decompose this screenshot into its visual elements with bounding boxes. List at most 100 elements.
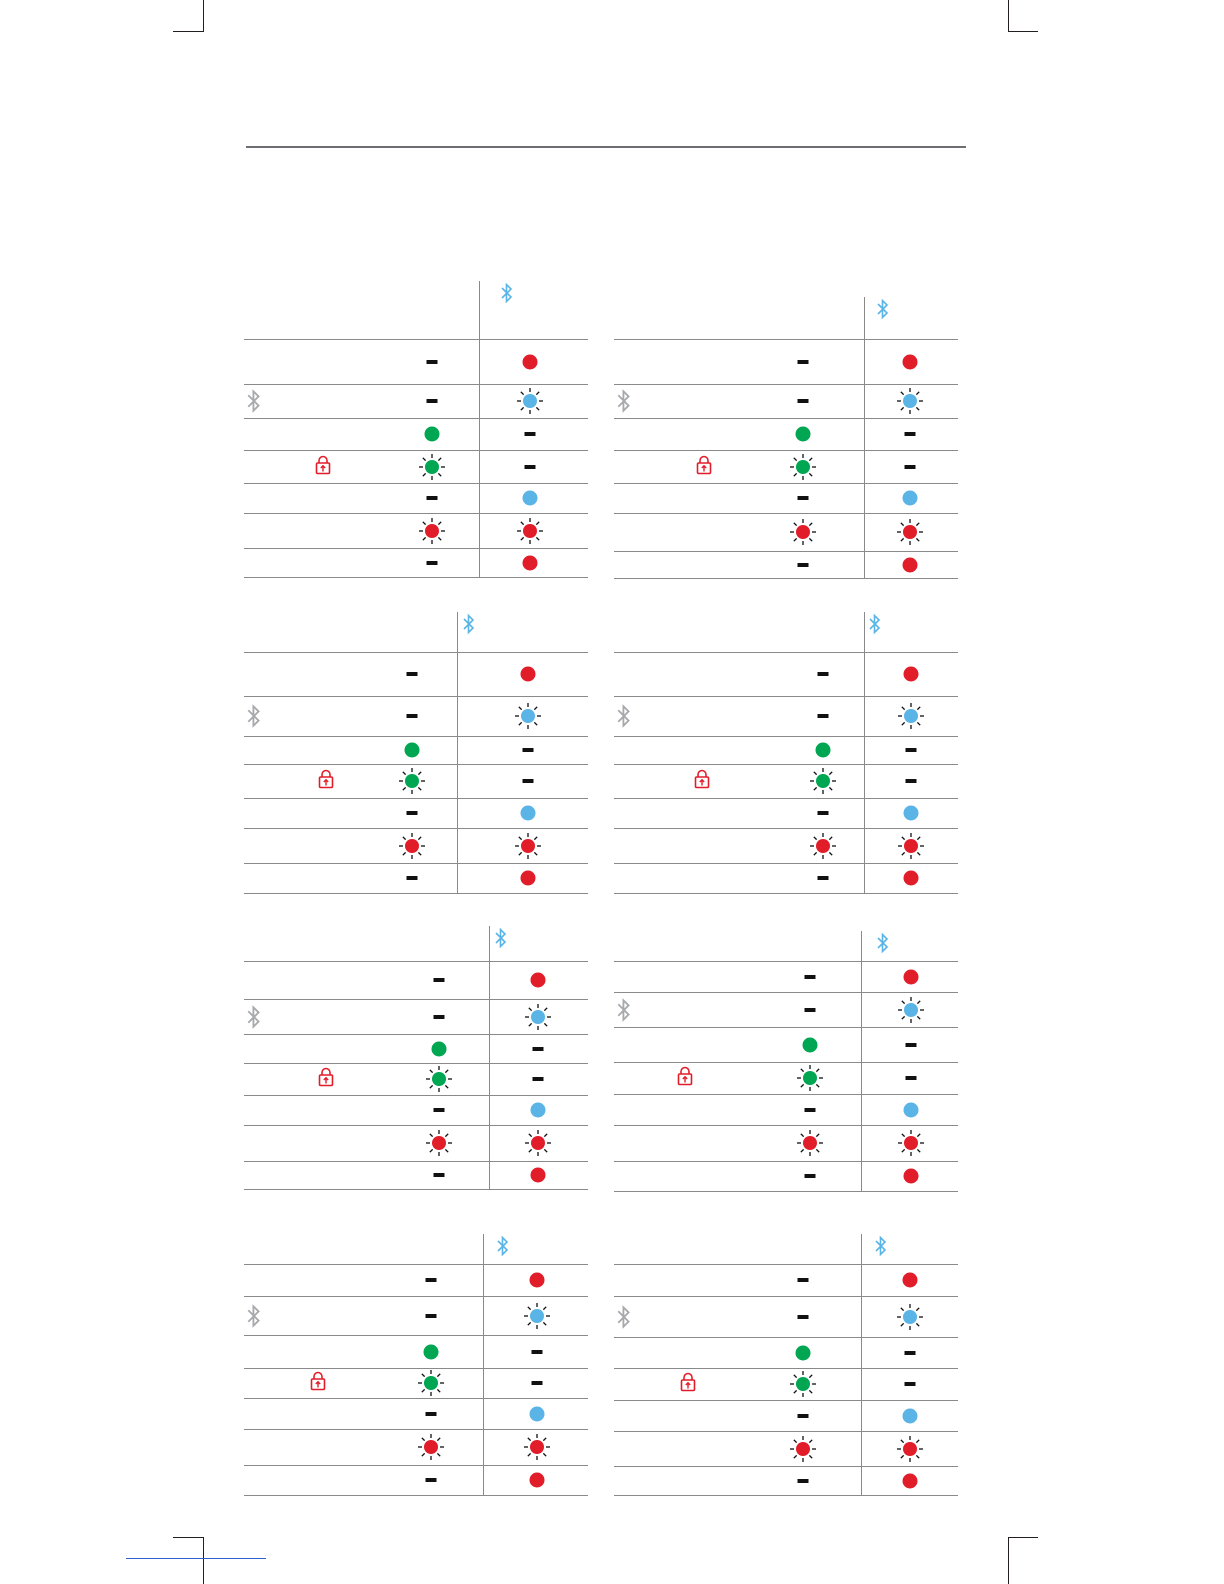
off-dash [797, 496, 809, 500]
bluetooth-icon [616, 703, 632, 729]
off-dash [797, 1278, 809, 1282]
off-dash [797, 1478, 809, 1483]
crop-mark [1008, 0, 1009, 31]
row-divider [614, 1466, 958, 1467]
red-steady-light-icon [529, 1272, 545, 1288]
green-flashing-light-icon [809, 767, 837, 795]
bluetooth-icon [874, 1235, 888, 1257]
off-dash [406, 876, 418, 880]
status-table [614, 0, 958, 1584]
lock-icon [693, 769, 711, 789]
row-divider [614, 483, 958, 484]
off-dash [406, 811, 418, 815]
off-dash [904, 1350, 916, 1355]
off-dash [804, 1174, 816, 1178]
blue-flashing-light-icon [896, 387, 924, 415]
row-divider [614, 1191, 958, 1192]
green-flashing-light-icon [789, 453, 817, 481]
red-flashing-light-icon [523, 1433, 551, 1461]
green-steady-light-icon [802, 1037, 818, 1052]
row-divider [244, 1335, 588, 1336]
row-divider [614, 798, 958, 799]
off-dash [904, 1382, 916, 1386]
row-divider [614, 652, 958, 653]
row-divider [244, 1189, 588, 1190]
row-divider [244, 1465, 588, 1466]
red-steady-light-icon [522, 354, 538, 369]
green-steady-light-icon [795, 426, 811, 442]
row-divider [244, 652, 588, 653]
red-flashing-light-icon [418, 517, 446, 545]
green-steady-light-icon [431, 1041, 447, 1056]
off-dash [804, 1007, 816, 1012]
blue-steady-light-icon [522, 490, 538, 506]
red-steady-light-icon [522, 555, 538, 570]
blue-steady-light-icon [520, 805, 536, 821]
row-divider [244, 418, 588, 419]
red-steady-light-icon [903, 666, 919, 682]
off-dash [797, 359, 809, 364]
bluetooth-icon [868, 613, 882, 635]
bluetooth-icon [496, 1235, 510, 1257]
green-flashing-light-icon [789, 1370, 817, 1398]
off-dash [433, 978, 445, 982]
row-divider [244, 696, 588, 697]
bluetooth-icon [876, 298, 890, 320]
row-divider [244, 450, 588, 451]
column-divider [864, 612, 865, 893]
red-steady-light-icon [529, 1472, 545, 1488]
row-divider [614, 1161, 958, 1162]
status-table [244, 0, 588, 1584]
red-steady-light-icon [903, 969, 919, 984]
red-steady-light-icon [902, 557, 918, 572]
bluetooth-icon [494, 927, 508, 949]
lock-icon [679, 1372, 697, 1392]
bluetooth-icon [246, 703, 262, 729]
row-divider [244, 828, 588, 829]
bluetooth-icon [246, 1303, 262, 1329]
crop-mark [203, 0, 204, 31]
row-divider [244, 1063, 588, 1064]
crop-mark [173, 1537, 204, 1538]
status-table [614, 0, 958, 1584]
lock-icon [317, 769, 335, 789]
red-flashing-light-icon [809, 832, 837, 860]
red-flashing-light-icon [398, 832, 426, 860]
off-dash [817, 672, 829, 676]
off-dash [425, 1313, 437, 1318]
bluetooth-icon [876, 932, 890, 954]
column-divider [861, 931, 862, 1191]
blue-flashing-light-icon [897, 702, 925, 730]
row-divider [244, 513, 588, 514]
red-flashing-light-icon [897, 832, 925, 860]
green-steady-light-icon [423, 1344, 439, 1359]
bluetooth-icon [616, 1304, 632, 1330]
row-divider [614, 828, 958, 829]
blue-flashing-light-icon [514, 702, 542, 730]
off-dash [433, 1108, 445, 1112]
bluetooth-icon [246, 1004, 262, 1030]
off-dash [426, 560, 438, 565]
row-divider [244, 999, 588, 1000]
off-dash [797, 1413, 809, 1418]
row-divider [244, 736, 588, 737]
off-dash [905, 748, 917, 752]
off-dash [426, 496, 438, 500]
off-dash [904, 464, 916, 469]
red-flashing-light-icon [516, 517, 544, 545]
row-divider [244, 1398, 588, 1399]
off-dash [406, 714, 418, 718]
row-divider [614, 736, 958, 737]
red-flashing-light-icon [796, 1129, 824, 1157]
row-divider [614, 1431, 958, 1432]
off-dash [425, 1411, 437, 1416]
red-steady-light-icon [902, 354, 918, 369]
green-flashing-light-icon [418, 453, 446, 481]
row-divider [614, 961, 958, 962]
red-flashing-light-icon [789, 1435, 817, 1463]
row-divider [614, 992, 958, 993]
crop-mark [1008, 1537, 1038, 1538]
off-dash [531, 1381, 543, 1385]
off-dash [905, 779, 917, 783]
row-divider [614, 1337, 958, 1338]
